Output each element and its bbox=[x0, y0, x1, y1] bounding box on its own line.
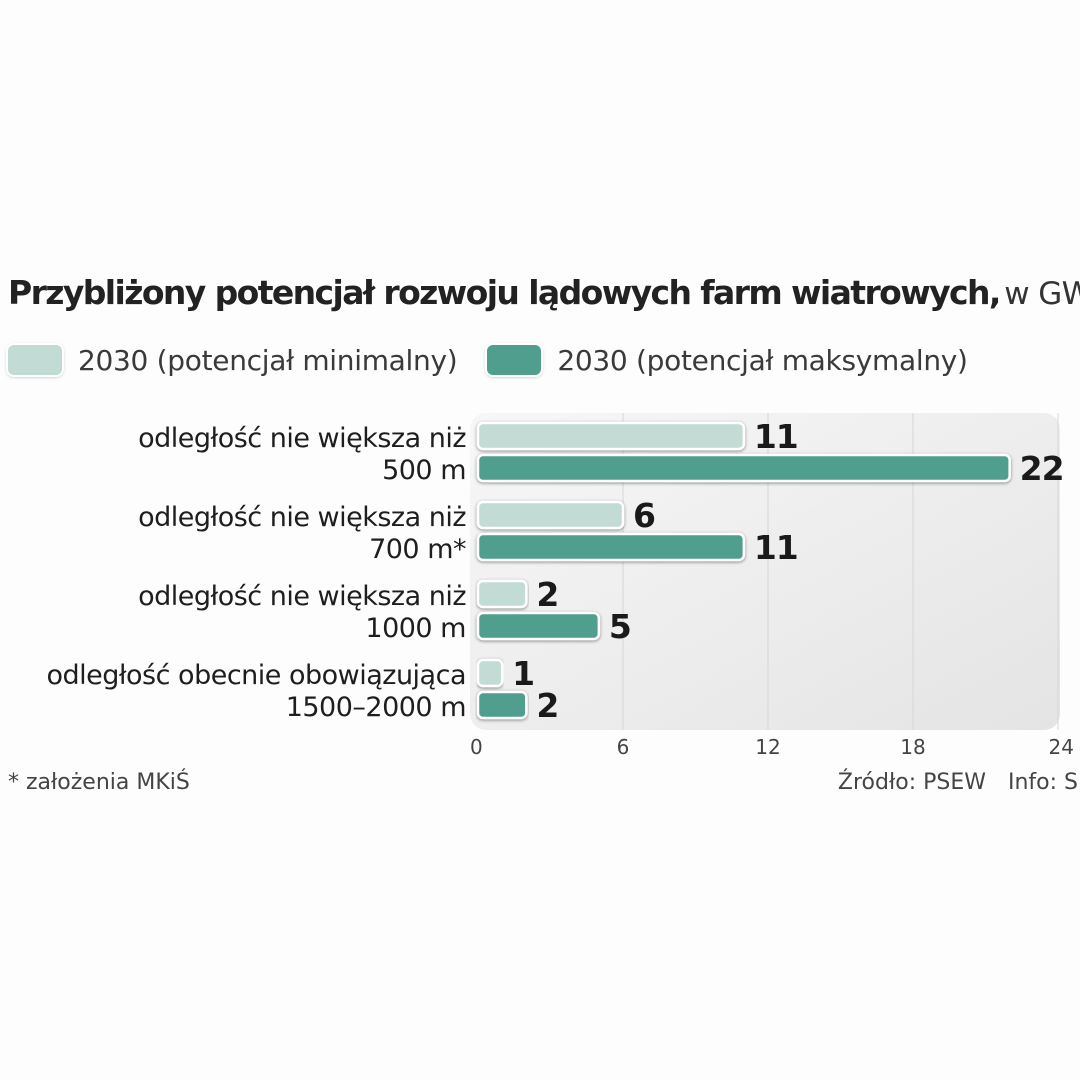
legend-item-min: 2030 (potencjał minimalny) bbox=[8, 343, 458, 377]
source-label: Źródło: PSEW bbox=[837, 770, 986, 795]
x-tick-label: 6 bbox=[617, 735, 630, 759]
legend-item-max: 2030 (potencjał maksymalny) bbox=[487, 343, 968, 377]
category-label: odległość obecnie obowiązująca bbox=[46, 660, 466, 691]
category-label: 1000 m bbox=[365, 613, 466, 644]
bar bbox=[476, 532, 746, 562]
x-tick-label: 12 bbox=[755, 735, 780, 759]
bar bbox=[476, 579, 528, 609]
bar bbox=[476, 690, 528, 720]
x-tick-label: 18 bbox=[900, 735, 925, 759]
data-label: 5 bbox=[609, 607, 631, 646]
legend-swatch-max bbox=[487, 345, 542, 375]
data-label: 11 bbox=[754, 528, 798, 567]
data-label: 11 bbox=[754, 417, 798, 456]
bar bbox=[476, 658, 504, 688]
credits: Źródło: PSEW Info: S bbox=[838, 770, 1078, 795]
category-label: 1500–2000 m bbox=[286, 692, 466, 723]
legend-swatch-min bbox=[8, 345, 62, 375]
category-label: 700 m* bbox=[369, 534, 466, 565]
data-label: 1 bbox=[512, 654, 534, 693]
category-label: odległość nie większa niż bbox=[138, 581, 466, 612]
footnote: * założenia MKiŚ bbox=[8, 770, 190, 795]
bar bbox=[476, 453, 1011, 483]
category-label: 500 m bbox=[382, 455, 466, 486]
x-tick-label: 24 bbox=[1049, 735, 1074, 759]
chart-title-unit: w GW bbox=[1004, 276, 1080, 312]
x-tick-label: 0 bbox=[470, 735, 483, 759]
chart-legend: 2030 (potencjał minimalny) 2030 (potencj… bbox=[8, 338, 998, 382]
data-label: 2 bbox=[536, 575, 558, 614]
data-label: 6 bbox=[633, 496, 655, 535]
bar bbox=[476, 611, 601, 641]
bar bbox=[476, 421, 746, 451]
category-label: odległość nie większa niż bbox=[138, 423, 466, 454]
bar bbox=[476, 500, 625, 530]
chart-title: Przybliżony potencjał rozwoju lądowych f… bbox=[8, 276, 1080, 310]
chart-title-main: Przybliżony potencjał rozwoju lądowych f… bbox=[8, 273, 1001, 312]
legend-label-min: 2030 (potencjał minimalny) bbox=[78, 343, 458, 377]
legend-label-max: 2030 (potencjał maksymalny) bbox=[557, 343, 968, 377]
data-label: 2 bbox=[536, 686, 558, 725]
info-label: Info: S bbox=[1007, 770, 1078, 795]
data-label: 22 bbox=[1020, 449, 1064, 488]
category-label: odległość nie większa niż bbox=[138, 502, 466, 533]
